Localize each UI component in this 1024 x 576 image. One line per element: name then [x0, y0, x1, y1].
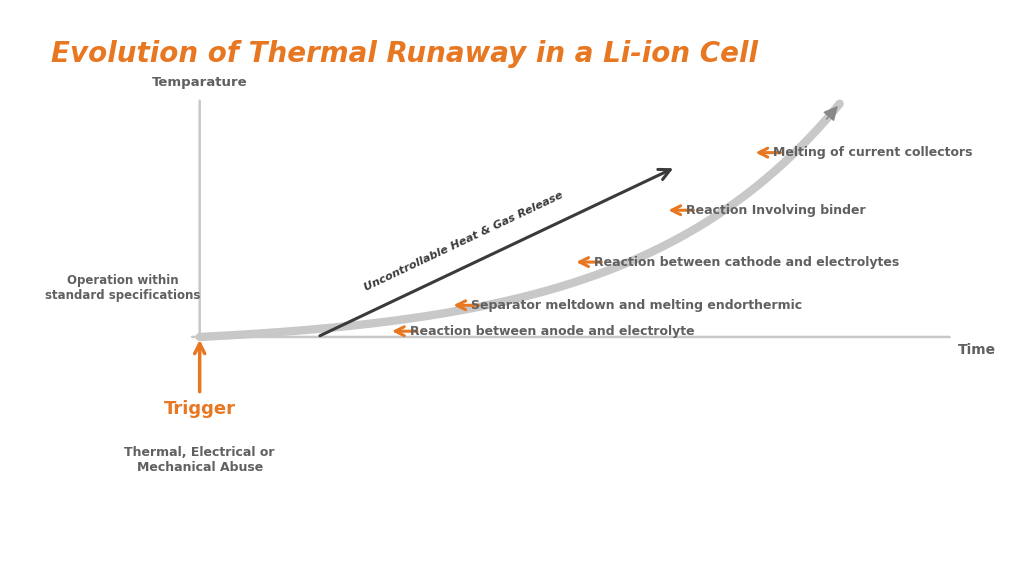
Text: Reaction between anode and electrolyte: Reaction between anode and electrolyte: [410, 325, 694, 338]
Text: Time: Time: [957, 343, 995, 357]
Text: Thermal, Electrical or
Mechanical Abuse: Thermal, Electrical or Mechanical Abuse: [125, 446, 274, 475]
Text: Separator meltdown and melting endorthermic: Separator meltdown and melting endorther…: [471, 299, 802, 312]
Text: Reaction Involving binder: Reaction Involving binder: [686, 204, 865, 217]
Text: Melting of current collectors: Melting of current collectors: [773, 146, 973, 159]
Text: Evolution of Thermal Runaway in a Li-ion Cell: Evolution of Thermal Runaway in a Li-ion…: [51, 40, 758, 69]
Text: Reaction between cathode and electrolytes: Reaction between cathode and electrolyte…: [594, 256, 899, 268]
Text: Uncontrollable Heat & Gas Release: Uncontrollable Heat & Gas Release: [362, 190, 565, 293]
Text: Temparature: Temparature: [152, 76, 248, 89]
Text: Operation within
standard specifications: Operation within standard specifications: [45, 274, 201, 302]
Text: Trigger: Trigger: [164, 400, 236, 418]
